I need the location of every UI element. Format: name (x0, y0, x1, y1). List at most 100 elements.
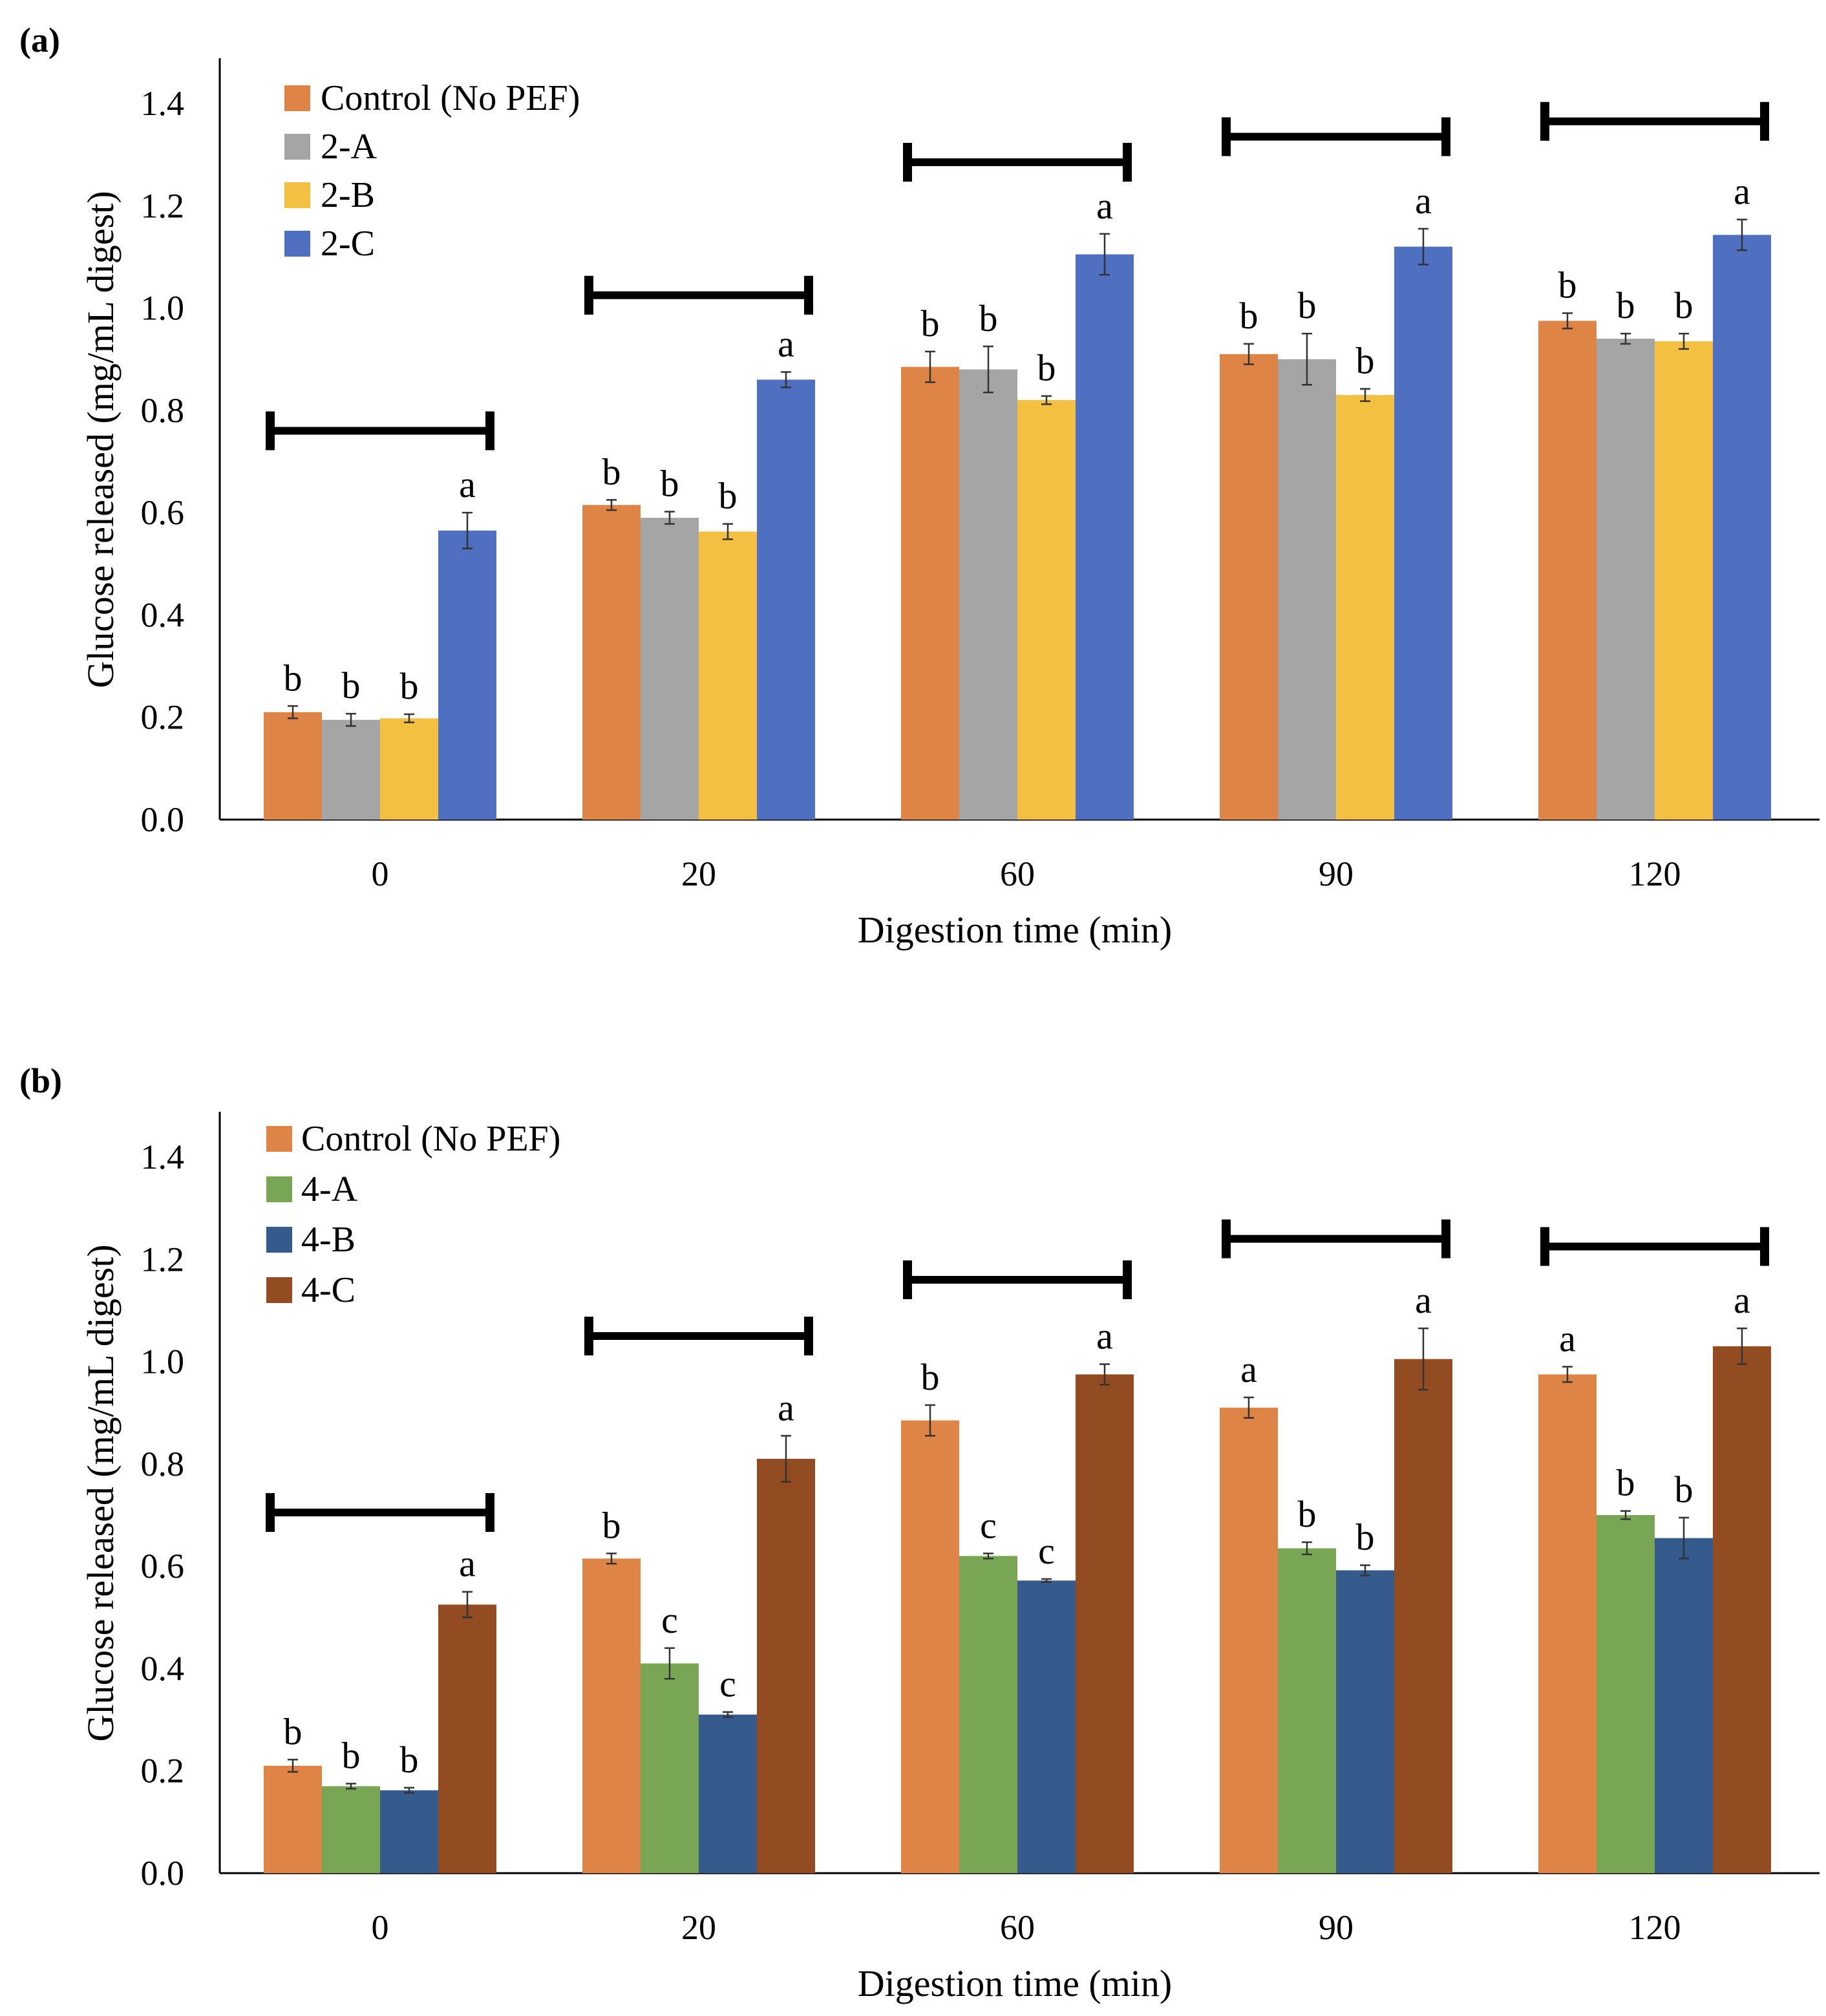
significance-letter: b (1617, 284, 1635, 326)
significance-letter: b (342, 664, 361, 706)
legend-swatch-control (266, 1126, 292, 1152)
bar (699, 531, 757, 820)
bar (641, 518, 699, 820)
significance-letter: a (778, 323, 794, 365)
significance-letter: a (459, 1543, 476, 1585)
significance-letter: a (1415, 180, 1432, 222)
significance-letter: a (459, 463, 476, 505)
significance-letter: b (284, 1710, 303, 1752)
bar (1655, 1538, 1713, 1873)
significance-letter: b (1037, 347, 1056, 389)
legend-label-2c: 2-C (321, 224, 375, 264)
x-tick-label: 0 (372, 1908, 389, 1947)
x-tick-label: 60 (1000, 1908, 1035, 1947)
legend-label-2a: 2-A (321, 127, 377, 167)
significance-letter: a (778, 1386, 794, 1428)
y-tick-label: 1.0 (141, 1342, 185, 1381)
legend-swatch-4c (266, 1277, 292, 1303)
significance-letter: a (1559, 1317, 1576, 1359)
x-tick-label: 0 (372, 854, 389, 893)
legend-swatch-2b (284, 182, 310, 208)
bar (1278, 359, 1336, 820)
y-tick-label: 1.4 (141, 84, 185, 123)
bar (1394, 1359, 1452, 1873)
y-tick-label: 0.0 (141, 1854, 185, 1893)
significance-letter: b (400, 665, 419, 707)
legend-label-2b: 2-B (321, 175, 375, 215)
bar (380, 1790, 438, 1873)
significance-letter: b (1356, 340, 1375, 382)
y-axis-title: Glucose released (mg/mL digest) (80, 1244, 122, 1741)
significance-letter: b (602, 451, 621, 493)
bar (1336, 395, 1394, 820)
panel-label: (b) (19, 1061, 62, 1100)
significance-letter: b (1356, 1516, 1375, 1558)
legend-swatch-control (284, 85, 310, 111)
bar (1220, 1407, 1278, 1873)
significance-letter: b (1240, 295, 1258, 337)
y-tick-label: 0.2 (141, 1752, 185, 1790)
legend-swatch-4b (266, 1227, 292, 1253)
significance-letter: b (602, 1504, 621, 1546)
bar (1278, 1548, 1336, 1873)
significance-letter: c (1038, 1530, 1055, 1572)
significance-letter: a (1415, 1279, 1432, 1321)
bar (264, 712, 322, 820)
bar (1538, 1374, 1597, 1873)
significance-letter: c (980, 1504, 997, 1546)
significance-letter: b (661, 463, 679, 505)
legend: Control (No PEF) 2-A 2-B 2-C (284, 78, 580, 264)
legend-label-control: Control (No PEF) (321, 78, 580, 118)
bar (582, 505, 641, 820)
significance-letter: b (284, 657, 303, 699)
panel-b: (b) Glucose released (mg/mL digest) Dige… (19, 1061, 1820, 2004)
bar (322, 1786, 380, 1873)
bar (699, 1714, 757, 1873)
significance-letter: b (921, 1356, 940, 1398)
legend-swatch-4a (266, 1176, 292, 1202)
legend-label-control: Control (No PEF) (301, 1119, 560, 1159)
bar (1336, 1570, 1394, 1873)
significance-bracket (1540, 1227, 1769, 1266)
bar (1394, 246, 1452, 820)
y-tick-label: 0.4 (141, 1649, 185, 1688)
significance-bracket (1222, 117, 1450, 156)
y-axis-title: Glucose released (mg/mL digest) (80, 191, 122, 688)
significance-bracket (903, 143, 1132, 182)
y-tick-label: 0.4 (141, 595, 185, 634)
significance-letter: b (400, 1739, 419, 1781)
y-tick-label: 0.2 (141, 698, 185, 737)
bar (1017, 400, 1076, 820)
panel-label: (a) (19, 21, 60, 59)
x-tick-label: 90 (1319, 854, 1354, 893)
bar (438, 530, 496, 820)
significance-letter: b (921, 302, 940, 345)
bar (1655, 341, 1713, 820)
legend-label-4b: 4-B (301, 1220, 356, 1260)
bar (582, 1558, 641, 1873)
significance-bracket (584, 275, 813, 315)
bar (380, 718, 438, 820)
significance-letter: c (719, 1663, 736, 1705)
x-tick-label: 20 (681, 1908, 716, 1947)
x-tick-label: 20 (681, 854, 716, 893)
bar (1597, 339, 1655, 820)
bar (959, 1556, 1017, 1873)
legend-swatch-2a (284, 134, 310, 160)
significance-bracket (903, 1260, 1132, 1299)
bar (1076, 1374, 1134, 1873)
bar (264, 1765, 322, 1873)
bar (1713, 235, 1771, 820)
x-tick-label: 60 (1000, 854, 1035, 893)
y-tick-label: 1.4 (141, 1138, 185, 1176)
bar (641, 1663, 699, 1873)
significance-letter: b (1675, 284, 1693, 326)
significance-letter: b (1675, 1469, 1693, 1511)
legend-swatch-2c (284, 231, 310, 257)
significance-letter: b (1617, 1462, 1635, 1504)
significance-letter: a (1734, 171, 1750, 213)
bar (959, 369, 1017, 820)
bar (1220, 354, 1278, 820)
significance-letter: b (979, 297, 998, 339)
